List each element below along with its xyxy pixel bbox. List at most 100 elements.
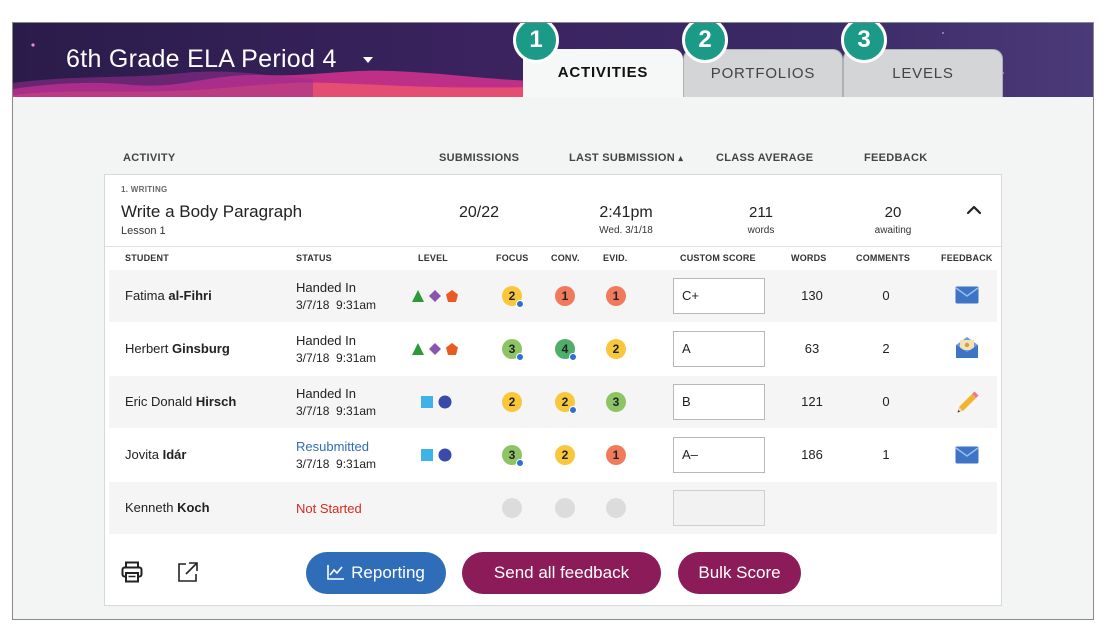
tab-levels-label: LEVELS [892, 65, 954, 82]
pencil-icon[interactable] [955, 389, 981, 415]
header-waves-decoration [13, 32, 1004, 97]
tab-portfolios-label: PORTFOLIOS [710, 65, 816, 82]
external-link-icon[interactable] [177, 561, 199, 583]
column-header-feedback[interactable]: FEEDBACK [864, 152, 928, 164]
conv-score-dot[interactable]: 4 [555, 339, 577, 361]
student-date: 3/7/18 9:31am [296, 404, 377, 418]
envelope-icon[interactable] [955, 286, 979, 304]
reporting-button[interactable]: Reporting [306, 552, 446, 594]
activity-feedback-unit: awaiting [874, 225, 912, 236]
student-name[interactable]: Kenneth Koch [125, 500, 210, 515]
activity-category: 1. WRITING [121, 185, 168, 194]
conv-score-dot[interactable]: 2 [555, 445, 575, 465]
student-date: 3/7/18 9:31am [296, 351, 377, 365]
subheader-conv: CONV. [551, 253, 580, 263]
activity-title: Write a Body Paragraph [121, 202, 303, 221]
student-comments: 0 [882, 288, 890, 303]
conv-score: 2 [561, 448, 569, 462]
student-words: 63 [804, 341, 820, 356]
class-title[interactable]: 6th Grade ELA Period 4 [66, 45, 337, 73]
evid-score: 1 [612, 289, 620, 303]
student-comments: 1 [882, 447, 890, 462]
subheader-status: STATUS [296, 253, 332, 263]
open-envelope-icon[interactable] [955, 335, 979, 359]
student-row[interactable]: Eric Donald Hirsch Handed In 3/7/18 9:31… [109, 376, 997, 428]
custom-score-input[interactable]: A [673, 331, 765, 367]
printer-icon[interactable] [121, 561, 143, 583]
focus-score-dot[interactable]: 3 [502, 339, 524, 361]
student-row[interactable]: Jovita Idár Resubmitted 3/7/18 9:31am 3 … [109, 429, 997, 481]
focus-score: 2 [508, 395, 516, 409]
column-header-class-average[interactable]: CLASS AVERAGE [716, 152, 814, 164]
student-words: 121 [801, 394, 823, 409]
custom-score-input[interactable]: B [673, 384, 765, 420]
custom-score-input[interactable]: C+ [673, 278, 765, 314]
comment-indicator-icon [516, 459, 524, 467]
student-date: 3/7/18 9:31am [296, 457, 377, 471]
conv-score: 1 [561, 289, 569, 303]
tab-number-badge-1: 1 [513, 23, 559, 63]
subheader-words: WORDS [791, 253, 827, 263]
column-header-submissions[interactable]: SUBMISSIONS [439, 152, 520, 164]
conv-score: 4 [561, 342, 569, 356]
activity-card: 1. WRITING Write a Body Paragraph Lesson… [104, 174, 1002, 606]
student-last-name: Idár [162, 447, 187, 462]
send-all-feedback-button[interactable]: Send all feedback [462, 552, 661, 594]
focus-score-dot[interactable]: 2 [502, 286, 524, 308]
focus-score-dot[interactable]: 3 [502, 445, 524, 467]
student-row[interactable]: Fatima al-Fihri Handed In 3/7/18 9:31am … [109, 270, 997, 322]
activity-summary-row[interactable]: 1. WRITING Write a Body Paragraph Lesson… [105, 175, 1001, 247]
comment-indicator-icon [569, 353, 577, 361]
tab-number-badge-2: 2 [682, 23, 728, 63]
activity-average-value: 211 [749, 204, 773, 221]
student-first-name: Fatima [125, 288, 165, 303]
student-name[interactable]: Herbert Ginsburg [125, 341, 230, 356]
focus-score-empty-dot [502, 498, 522, 518]
conv-score-dot[interactable]: 2 [555, 392, 577, 414]
focus-score-dot[interactable]: 2 [502, 392, 522, 412]
conv-score-dot[interactable]: 1 [555, 286, 575, 306]
custom-score-input-disabled [673, 490, 765, 526]
student-first-name: Jovita [125, 447, 159, 462]
student-name[interactable]: Eric Donald Hirsch [125, 394, 236, 409]
subheader-custom-score: CUSTOM SCORE [680, 253, 756, 263]
student-row[interactable]: Herbert Ginsburg Handed In 3/7/18 9:31am… [109, 323, 997, 375]
subheader-student: STUDENT [125, 253, 169, 263]
line-chart-icon [327, 565, 345, 580]
app-frame: 6th Grade ELA Period 4 ACTIVITIES PORTFO… [12, 22, 1094, 620]
student-comments: 0 [882, 394, 890, 409]
last-submission-label: LAST SUBMISSION [569, 152, 675, 164]
custom-score-input[interactable]: A– [673, 437, 765, 473]
evid-score: 1 [612, 448, 620, 462]
evid-score-dot[interactable]: 1 [606, 286, 626, 306]
student-status: Handed In [296, 333, 356, 348]
student-status: Handed In [296, 280, 356, 295]
bulk-score-button[interactable]: Bulk Score [678, 552, 801, 594]
class-dropdown-caret-icon[interactable] [363, 57, 373, 63]
student-comments: 2 [882, 341, 890, 356]
evid-score-dot[interactable]: 2 [606, 339, 626, 359]
subheader-focus: FOCUS [496, 253, 529, 263]
evid-score-dot[interactable]: 3 [606, 392, 626, 412]
comment-indicator-icon [516, 300, 524, 308]
student-status-resubmitted[interactable]: Resubmitted [296, 439, 369, 454]
student-date: 3/7/18 9:31am [296, 298, 377, 312]
student-name[interactable]: Fatima al-Fihri [125, 288, 212, 303]
tab-number-badge-3: 3 [841, 23, 887, 63]
activity-feedback-value: 20 [884, 204, 902, 221]
student-words: 130 [801, 288, 823, 303]
collapse-chevron-up-icon[interactable] [966, 205, 982, 215]
evid-score-dot[interactable]: 1 [606, 445, 626, 465]
column-header-activity: ACTIVITY [123, 152, 176, 164]
evid-score: 2 [612, 342, 620, 356]
column-header-last-submission[interactable]: LAST SUBMISSION ▴ [569, 152, 683, 164]
student-name[interactable]: Jovita Idár [125, 447, 186, 462]
student-row[interactable]: Kenneth Koch Not Started [109, 482, 997, 534]
activity-lesson: Lesson 1 [121, 225, 166, 237]
evid-score: 3 [612, 395, 620, 409]
comment-indicator-icon [569, 406, 577, 414]
sort-ascending-icon: ▴ [678, 153, 684, 163]
student-last-name: Hirsch [195, 394, 237, 409]
reporting-label: Reporting [351, 563, 425, 582]
envelope-icon[interactable] [955, 446, 979, 464]
